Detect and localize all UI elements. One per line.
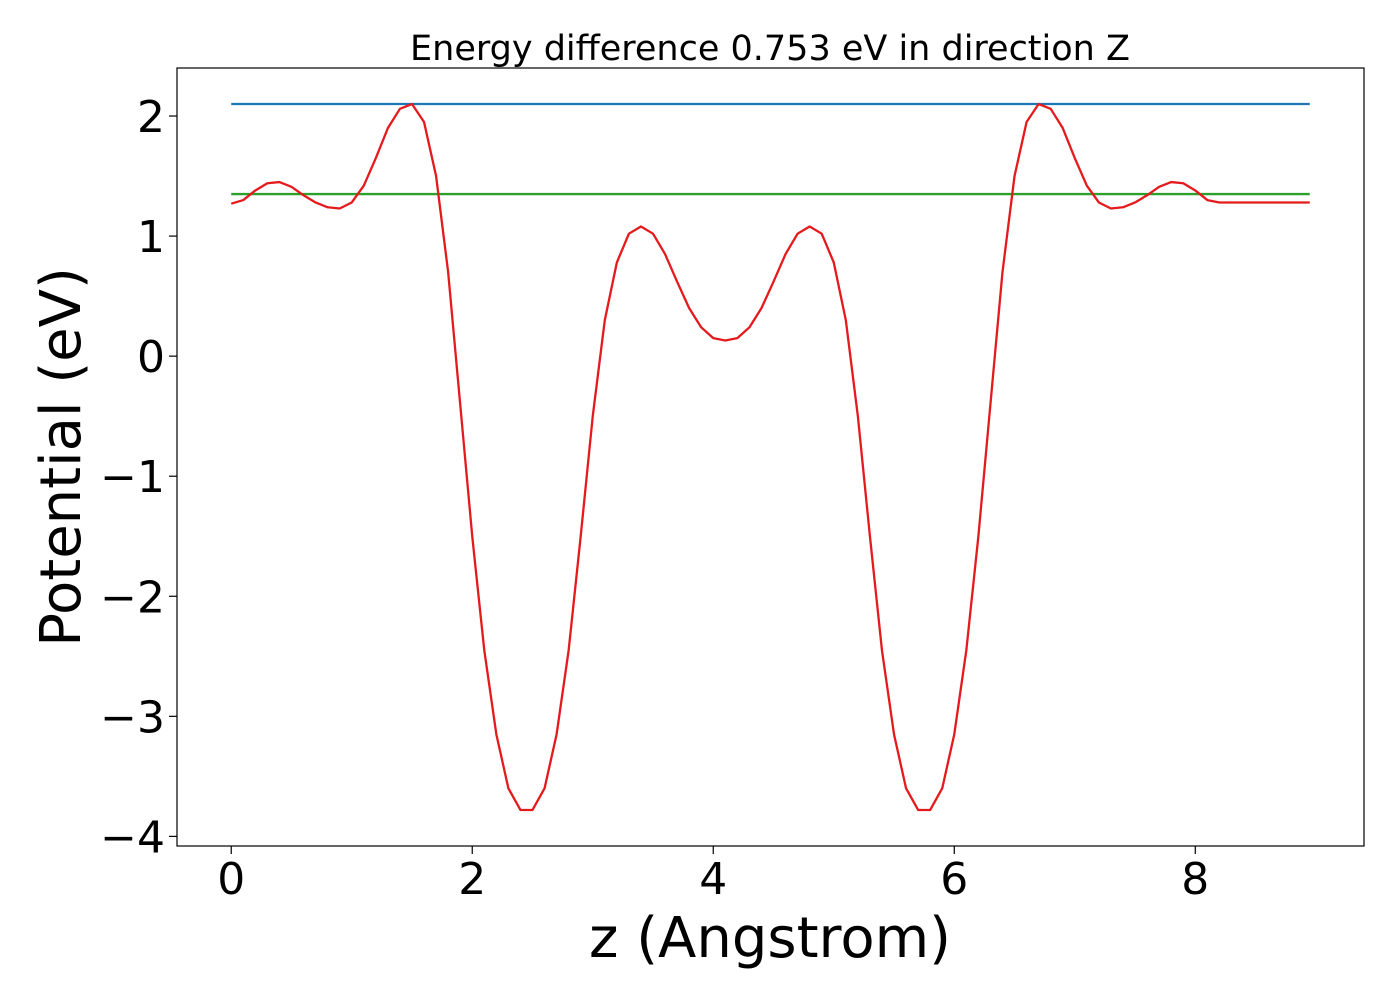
y-tick-label: −3 bbox=[100, 692, 165, 743]
y-tick-label: 2 bbox=[137, 92, 165, 143]
x-tick-label: 6 bbox=[940, 854, 968, 905]
plot-frame bbox=[176, 67, 1365, 847]
series-line-2 bbox=[230, 102, 1310, 812]
y-tick-label: −2 bbox=[100, 572, 165, 623]
x-tick-label: 4 bbox=[699, 854, 727, 905]
y-tick-label: 1 bbox=[137, 212, 165, 263]
y-tick-label: 0 bbox=[137, 332, 165, 383]
x-axis-label: z (Angstrom) bbox=[589, 906, 951, 971]
y-axis-label: Potential (eV) bbox=[29, 267, 94, 647]
x-tick-label: 0 bbox=[217, 854, 245, 905]
y-axis: 2 1 0 −1 −2 −3 −4 bbox=[100, 92, 177, 863]
y-tick-label: −4 bbox=[100, 812, 165, 863]
x-tick-label: 8 bbox=[1181, 854, 1209, 905]
y-tick-label: −1 bbox=[100, 452, 165, 503]
x-axis: 0 2 4 6 8 bbox=[217, 846, 1209, 905]
chart-title: Energy difference 0.753 eV in direction … bbox=[410, 29, 1130, 69]
x-tick-label: 2 bbox=[458, 854, 486, 905]
series-layer bbox=[230, 102, 1310, 812]
